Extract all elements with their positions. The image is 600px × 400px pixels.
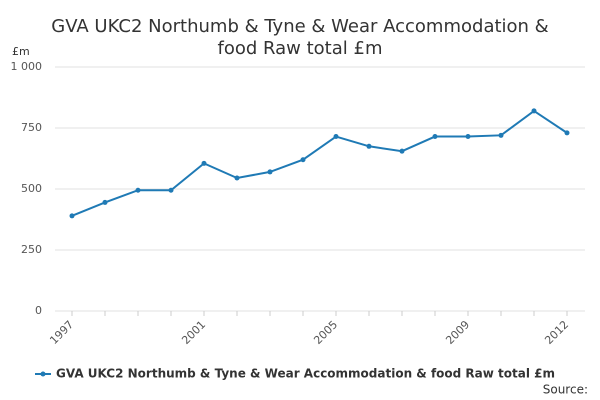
y-tick-label: 0 [35,304,42,317]
data-point [564,130,570,136]
data-point [201,160,207,166]
y-tick-label: 1 000 [11,60,43,73]
data-point [234,175,240,181]
data-point [399,148,405,154]
data-point [300,157,306,163]
legend-label: GVA UKC2 Northumb & Tyne & Wear Accommod… [56,367,555,381]
data-point [168,187,174,193]
data-point [366,143,372,149]
legend-marker [40,371,46,377]
data-point [432,134,438,140]
data-point [498,132,504,138]
data-point [465,134,471,140]
data-point [531,108,537,114]
y-axis-label: £m [12,45,30,58]
x-tick-label: 1997 [47,318,76,347]
y-tick-label: 250 [21,243,42,256]
y-tick-label: 500 [21,182,42,195]
x-tick-label: 2012 [542,318,571,347]
y-tick-label: 750 [21,121,42,134]
source: Source: [543,383,588,397]
x-tick-label: 2005 [311,318,340,347]
data-point [333,134,339,140]
data-point [267,169,273,175]
x-tick-label: 2009 [443,318,472,347]
series-line [71,109,568,217]
data-point [135,187,141,193]
data-point [69,213,75,219]
x-tick-label: 2001 [179,318,208,347]
chart-title: GVA UKC2 Northumb & Tyne & Wear Accommod… [51,16,548,59]
data-point [102,199,108,205]
